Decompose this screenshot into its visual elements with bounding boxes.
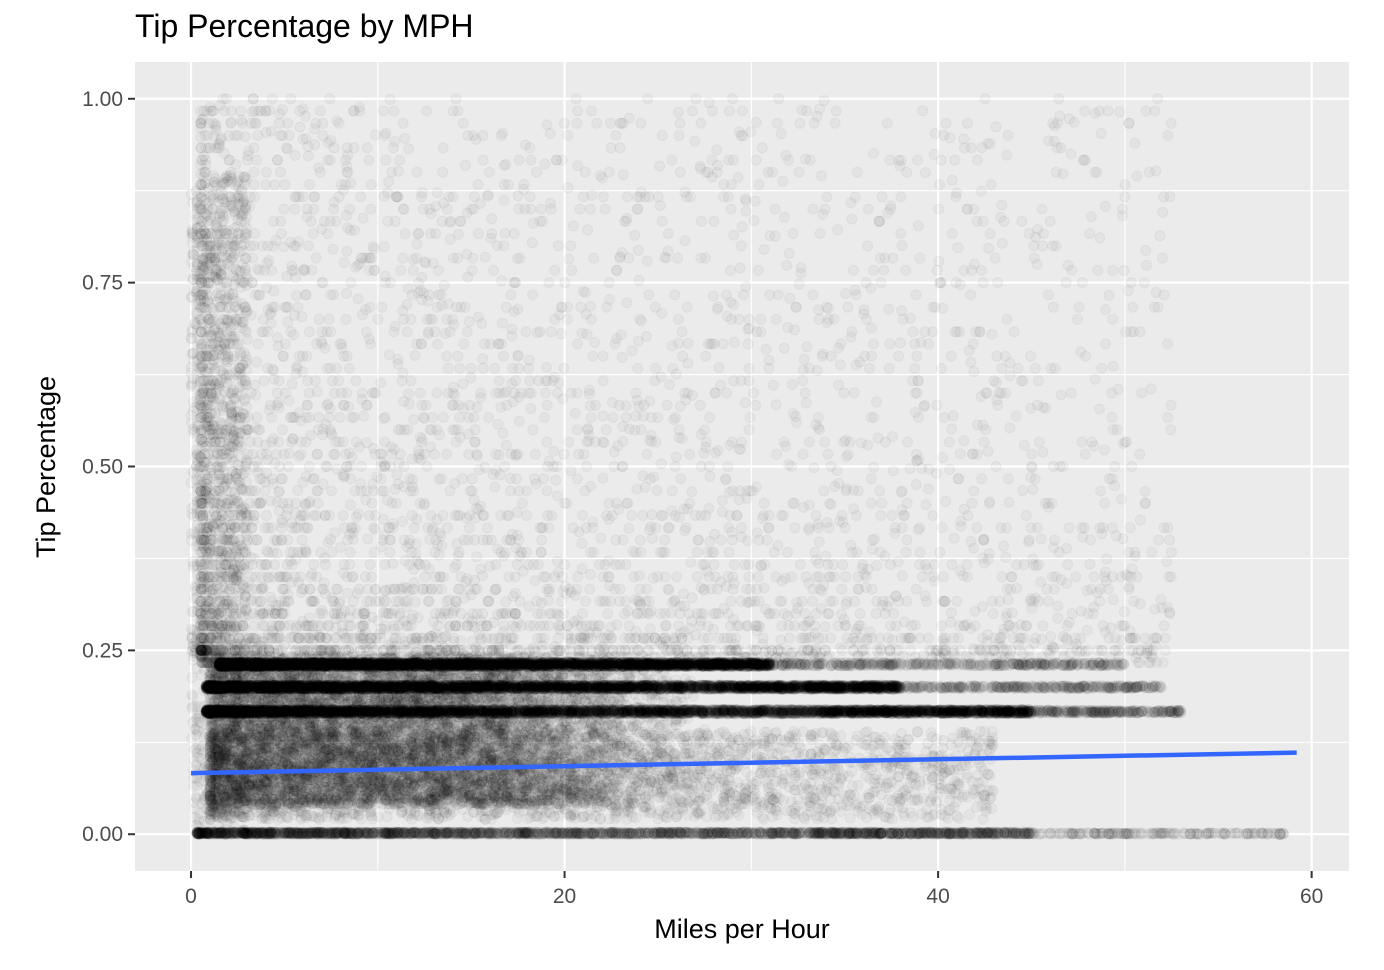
chart-title: Tip Percentage by MPH [135, 8, 474, 44]
